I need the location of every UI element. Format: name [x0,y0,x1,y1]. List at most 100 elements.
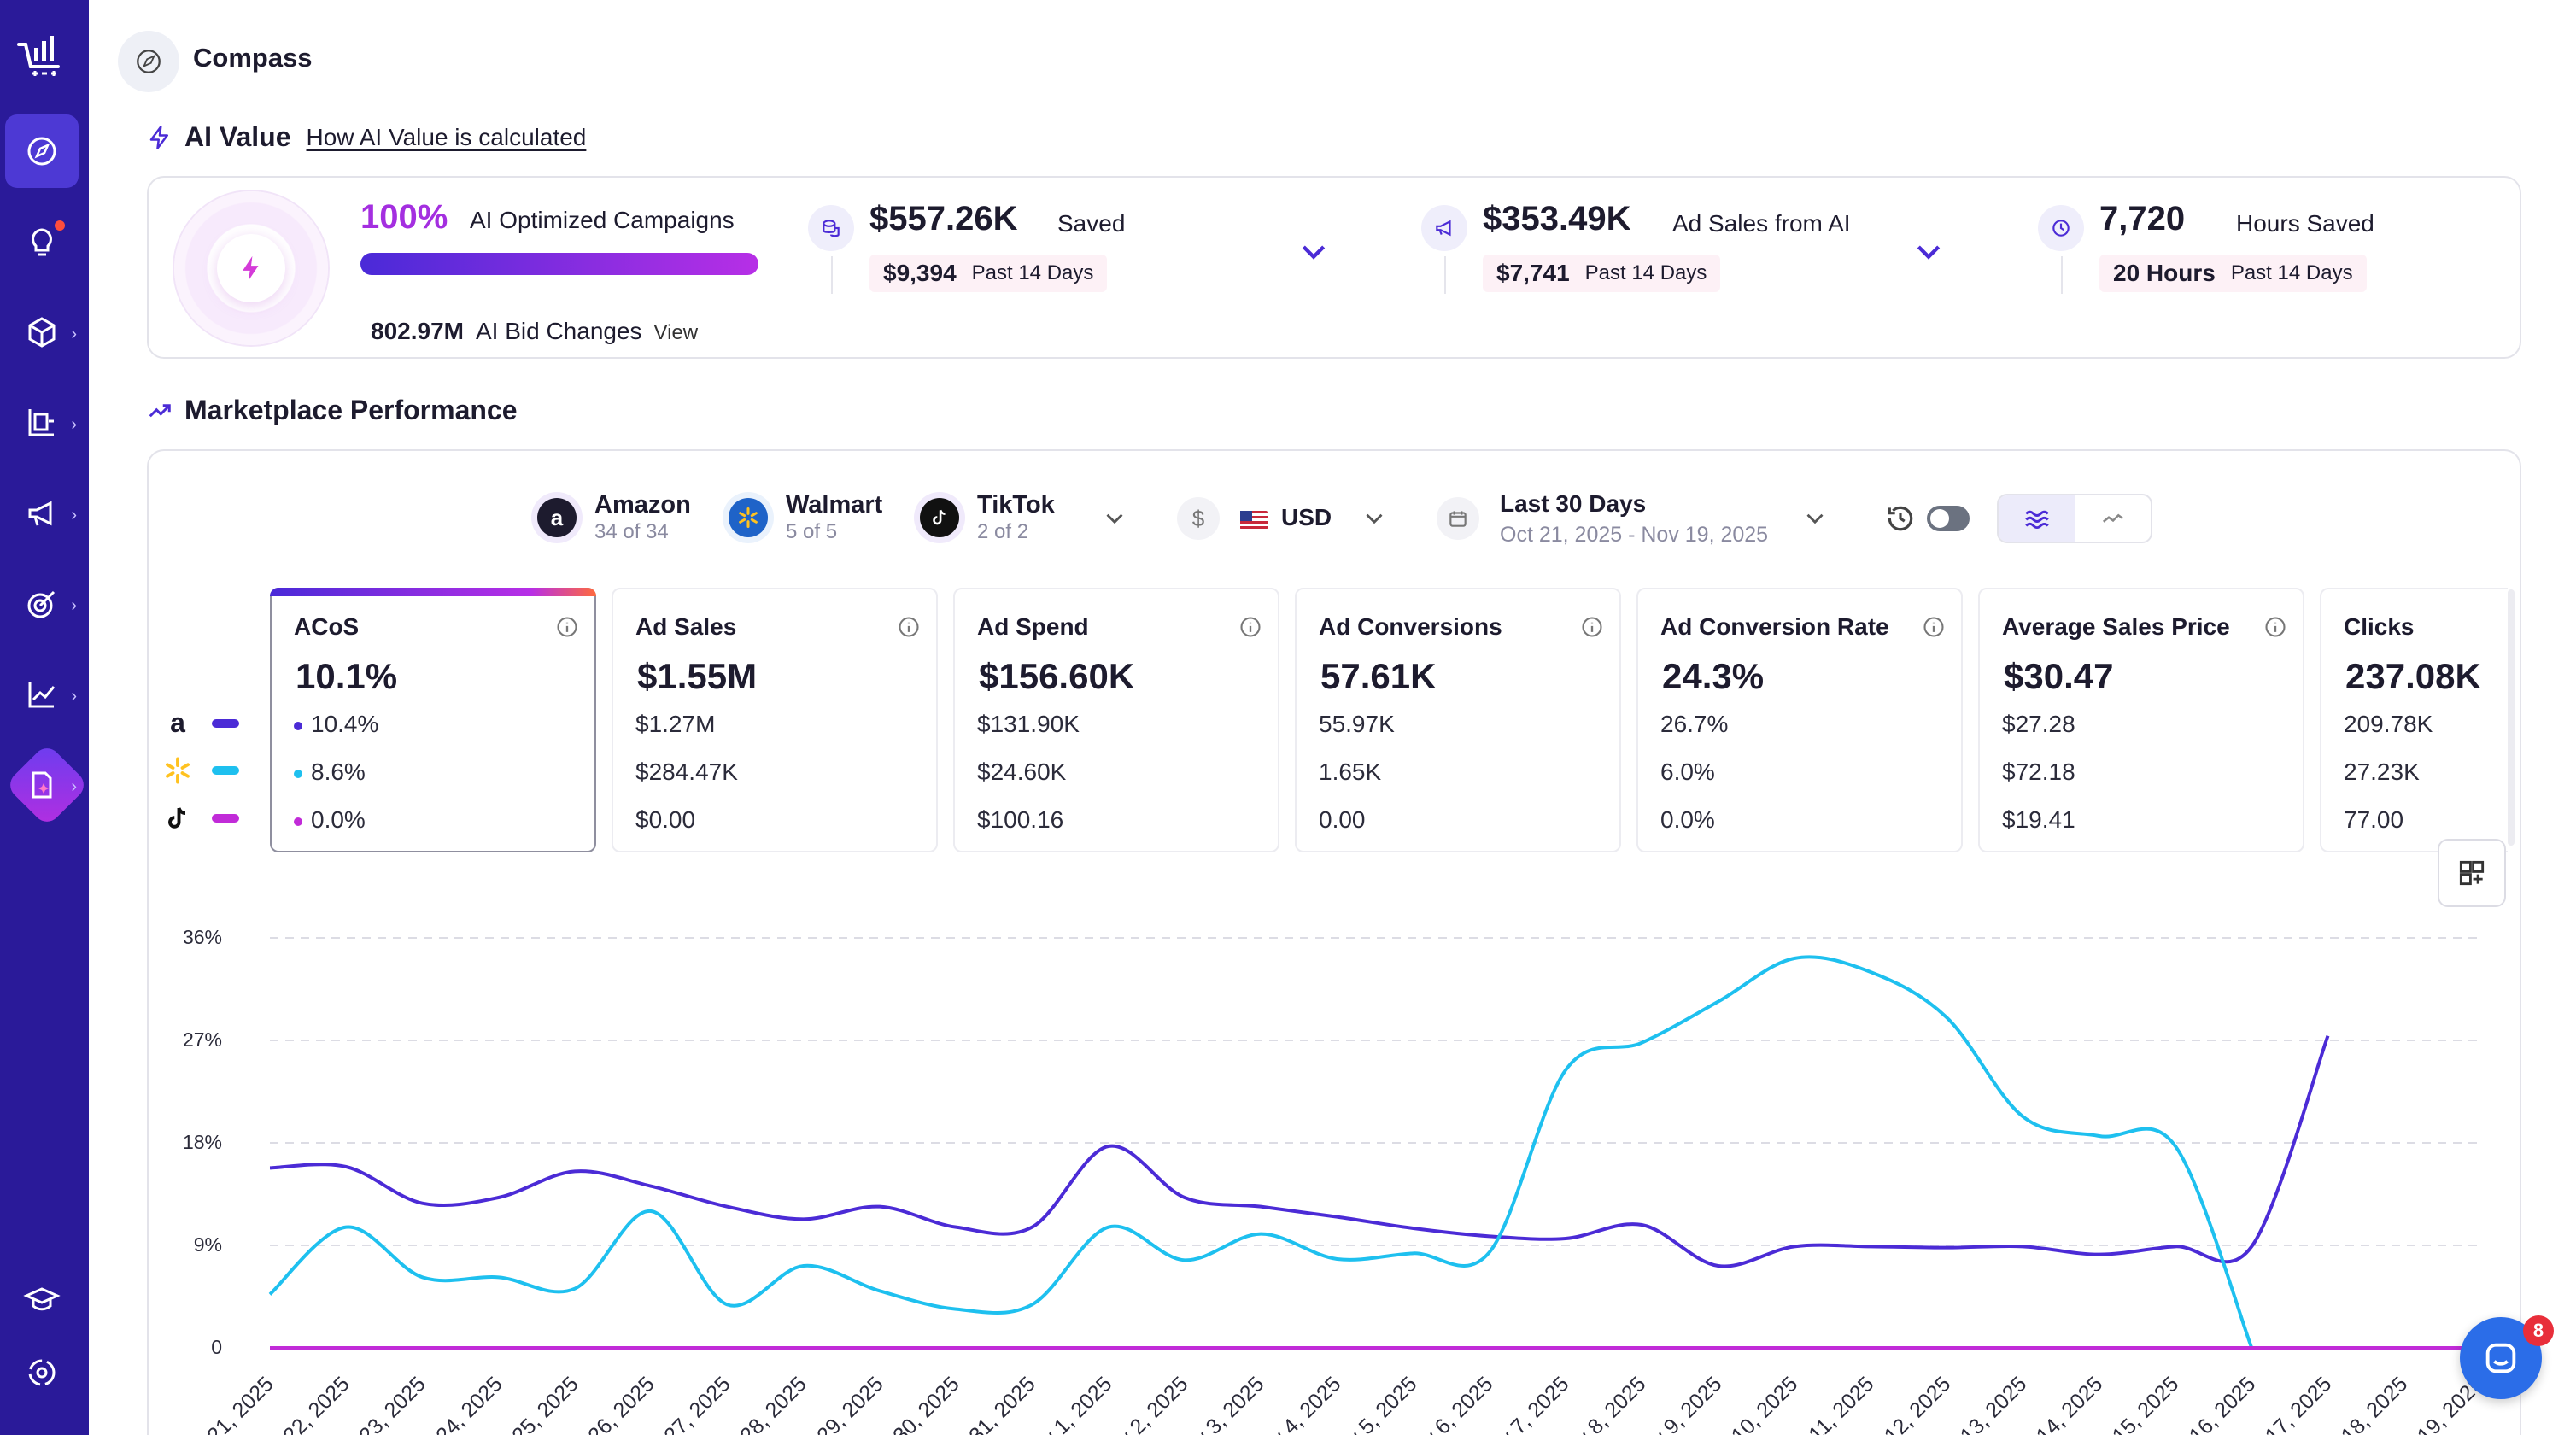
metric-tile-ad-sales[interactable]: Ad Sales $1.55M $1.27M $284.47K $0.00 [612,588,938,852]
sidebar-item-insights[interactable] [5,205,79,278]
notification-dot [55,220,65,231]
compare-toggle[interactable] [1927,506,1970,531]
ad-sales-expand-chevron-icon[interactable] [1912,234,1946,268]
target-icon [27,590,56,618]
chevron-right-icon: › [71,777,77,796]
ai-orb [174,191,328,345]
info-icon[interactable] [897,615,921,639]
document-spark-icon [32,771,52,799]
sidebar-item-targeting[interactable]: › [5,567,79,641]
sidebar-item-advertising[interactable]: › [5,477,79,550]
box-icon [28,317,56,348]
currency-dropdown-chevron-icon[interactable] [1360,504,1389,533]
saved-expand-chevron-icon[interactable] [1297,234,1331,268]
graduation-cap-icon [23,1287,61,1311]
sidebar-item-compass[interactable] [5,114,79,188]
legend-walmart [162,755,239,786]
legend-tiktok [162,803,239,834]
walmart-logo-icon [723,492,774,544]
chevron-right-icon: › [71,596,77,615]
tiktok-icon [168,807,186,829]
chart-style-switch [1997,494,2152,543]
lightning-icon [149,125,168,149]
hours-saved-label: Hours Saved [2236,210,2374,237]
chat-notification-badge: 8 [2523,1315,2554,1346]
sidebar-item-academy[interactable] [5,1262,79,1336]
lightbulb-icon [32,228,52,256]
tiles-scrollbar[interactable] [2508,589,2515,846]
info-icon[interactable] [1580,615,1604,639]
marketplace-filter-walmart[interactable]: Walmart 5 of 5 [723,491,882,544]
ai-value-heading: AI Value How AI Value is calculated [147,121,586,153]
ad-sales-past-14-days: $7,741 Past 14 Days [1483,255,1721,292]
ai-bid-changes-view-link[interactable]: View [653,321,699,344]
y-tick-label: 36% [182,926,222,948]
chart-icon [28,682,56,708]
chart-style-smooth-button[interactable] [1999,495,2075,542]
marketplace-heading: Marketplace Performance [147,395,518,426]
info-icon[interactable] [1922,615,1946,639]
waves-icon [2024,510,2049,530]
date-range-label[interactable]: Last 30 Days [1500,490,1647,517]
legend-amazon: a [162,707,239,739]
ai-value-card: 100% AI Optimized Campaigns 802.97M AI Bi… [147,176,2521,359]
y-tick-label: 9% [193,1233,222,1256]
settings-icon [28,1359,56,1386]
metric-tile-ad-spend[interactable]: Ad Spend $156.60K $131.90K $24.60K $100.… [953,588,1279,852]
amazon-logo-icon: a [531,492,583,544]
ad-sales-from-ai-value: $353.49K [1483,200,1631,237]
ai-value-calculation-link[interactable]: How AI Value is calculated [306,123,587,150]
line-icon [2102,513,2123,523]
metric-tile-average-sales-price[interactable]: Average Sales Price $30.47 $27.28 $72.18… [1978,588,2304,852]
clock-icon [2038,205,2084,251]
tiktok-logo-icon [914,492,965,544]
marketplace-filter-tiktok[interactable]: TikTok 2 of 2 [914,491,1055,544]
date-range-dropdown-chevron-icon[interactable] [1800,504,1830,533]
amazon-icon: a [170,707,185,738]
sidebar-item-products[interactable]: › [5,296,79,369]
info-icon[interactable] [2263,615,2287,639]
metric-tile-clicks[interactable]: Clicks 237.08K 209.78K 27.23K 77.00 [2320,588,2508,852]
sidebar: › › › › › › [0,0,90,1435]
currency-icon: $ [1177,497,1220,540]
sidebar-item-ai-tools[interactable]: › [4,742,90,828]
megaphone-icon [28,501,52,526]
metric-tile-ad-conversion-rate[interactable]: Ad Conversion Rate 24.3% 26.7% 6.0% 0.0% [1636,588,1963,852]
customize-tiles-button[interactable] [2438,839,2506,907]
page-title: Compass [193,43,313,73]
megaphone-icon [1421,205,1467,251]
sidebar-item-inventory[interactable]: › [5,386,79,460]
grid-add-icon [2459,860,2485,886]
ai-value-title: AI Value [184,121,291,152]
chart-style-line-button[interactable] [2075,495,2151,542]
saved-value: $557.26K [869,200,1018,237]
info-icon[interactable] [555,615,579,639]
metric-tile-acos[interactable]: ACoS 10.1% 10.4% 8.6% 0.0% [270,588,596,852]
compass-badge-icon [118,31,179,92]
hours-saved-past-14-days: 20 Hours Past 14 Days [2099,255,2367,292]
cart-icon [28,409,54,436]
history-icon [1888,506,1913,531]
sidebar-item-settings[interactable] [5,1336,79,1409]
sidebar-item-analytics[interactable]: › [5,658,79,731]
date-range-value: Oct 21, 2025 - Nov 19, 2025 [1500,523,1769,547]
ai-optimized-percent: 100% [360,198,448,236]
selected-tile-accent [270,588,596,596]
hours-saved-value: 7,720 [2099,200,2186,237]
compass-icon [27,137,56,166]
chevron-right-icon: › [71,325,77,343]
ai-optimized-progress-bar [360,253,758,275]
ai-optimized-label: AI Optimized Campaigns [470,207,735,233]
logo-icon[interactable] [15,32,70,87]
y-tick-label: 0 [211,1336,222,1358]
marketplace-filter-amazon[interactable]: a Amazon 34 of 34 [531,491,691,544]
currency-selector[interactable]: USD [1281,504,1332,530]
info-icon[interactable] [1238,615,1262,639]
y-tick-label: 18% [182,1131,222,1153]
ai-bid-changes-value: 802.97M [371,318,464,344]
saved-label: Saved [1057,210,1126,237]
chat-icon [2485,1343,2516,1374]
marketplace-dropdown-chevron-icon[interactable] [1100,504,1129,533]
metric-tile-ad-conversions[interactable]: Ad Conversions 57.61K 55.97K 1.65K 0.00 [1295,588,1621,852]
walmart-icon [166,757,190,784]
